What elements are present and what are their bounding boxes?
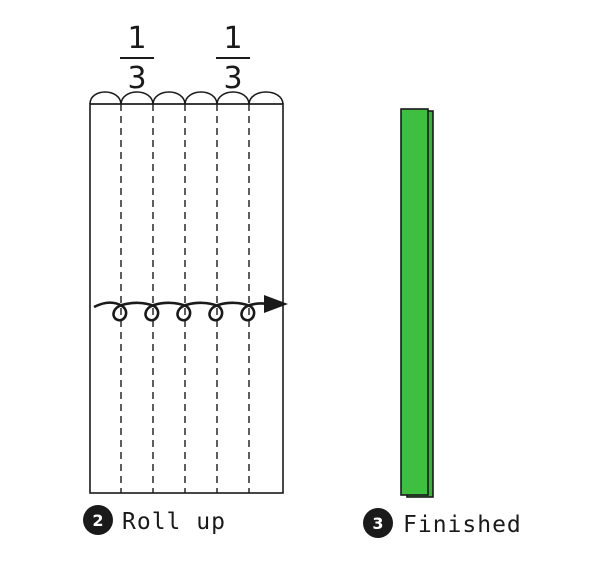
- fraction-numerator: 1: [223, 21, 242, 56]
- step-caption: Roll up: [122, 509, 226, 535]
- roll-up-arrow: [93, 295, 288, 322]
- fraction-numerator: 1: [127, 21, 146, 56]
- loop-path: [93, 301, 269, 322]
- fraction-label-right: 1 3: [216, 21, 250, 96]
- rolled-paper-figure: 1 3 1 3: [89, 21, 288, 494]
- step-three-caption: 3 Finished: [363, 508, 522, 538]
- step-two-caption: 2 Roll up: [83, 505, 226, 535]
- strip-front-layer: [400, 108, 429, 496]
- finished-strip-figure: [400, 108, 434, 498]
- fraction-denominator: 3: [127, 61, 146, 96]
- step-number-badge: [83, 505, 113, 535]
- scalloped-top-edge: [89, 91, 284, 105]
- arrow-head: [264, 295, 288, 313]
- step-number-badge: [363, 508, 393, 538]
- fraction-label-left: 1 3: [120, 21, 154, 96]
- paper-outline: [89, 103, 284, 494]
- step-number: 3: [372, 514, 383, 533]
- step-number: 2: [92, 511, 103, 530]
- step-caption: Finished: [403, 512, 522, 538]
- fold-lines: [120, 104, 250, 493]
- fraction-denominator: 3: [223, 61, 242, 96]
